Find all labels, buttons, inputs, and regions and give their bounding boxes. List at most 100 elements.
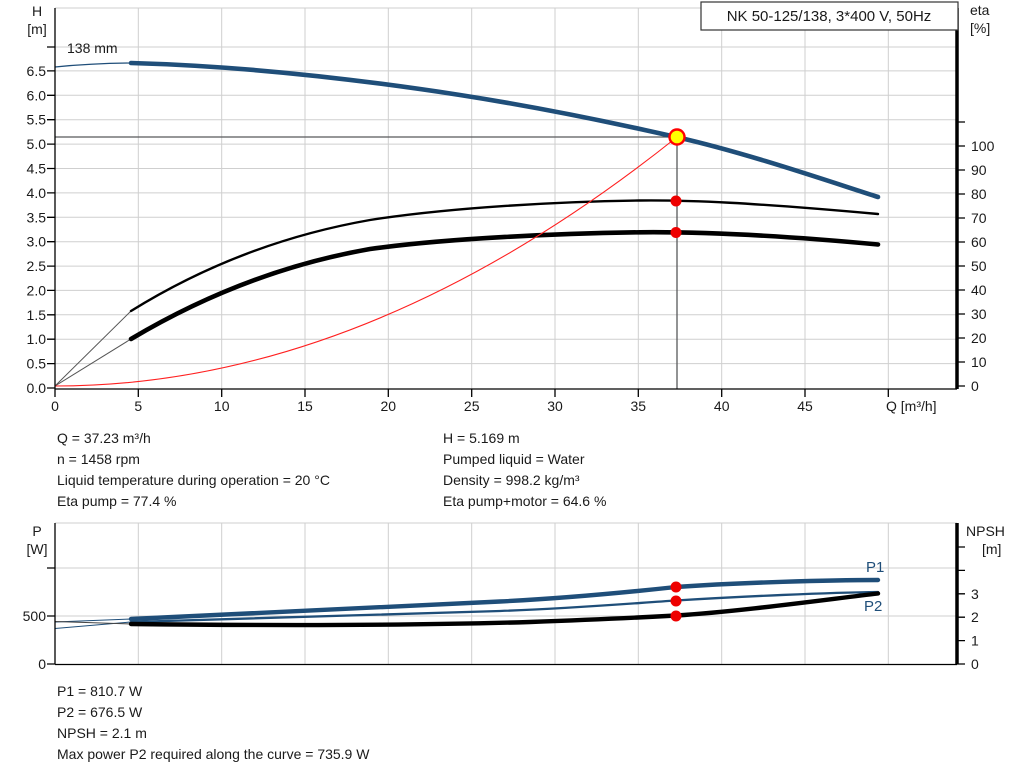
h-axis-ticks bbox=[47, 46, 55, 389]
h-curve bbox=[128, 60, 881, 200]
eta-tick-label: 100 bbox=[971, 138, 995, 154]
qh-gridlines-vertical bbox=[137, 8, 889, 389]
q-tick-label: 5 bbox=[134, 398, 142, 414]
duty-point-info: Q = 37.23 m³/h n = 1458 rpm Liquid tempe… bbox=[57, 430, 606, 509]
eta-axis-ticks bbox=[957, 121, 965, 387]
npsh-tick-label: 0 bbox=[971, 656, 979, 672]
eta-tick-label: 50 bbox=[971, 258, 987, 274]
h-tick-label: 4.0 bbox=[27, 185, 47, 201]
npsh-axis-title: NPSH bbox=[966, 523, 1005, 539]
info-line-density: Density = 998.2 kg/m³ bbox=[443, 472, 580, 488]
pump-title: NK 50-125/138, 3*400 V, 50Hz bbox=[727, 8, 932, 25]
eta-pump-motor-curve-thin-segment bbox=[54, 338, 132, 387]
eta-axis-unit: [%] bbox=[970, 20, 990, 36]
q-axis-ticks bbox=[54, 389, 889, 397]
power-npsh-chart: 0 500 0 1 2 3 P [W] NPSH [m] P1 P2 bbox=[23, 522, 1005, 672]
h-tick-label: 0.0 bbox=[27, 380, 47, 396]
impeller-diameter-label: 138 mm bbox=[67, 40, 118, 56]
q-axis-title: Q [m³/h] bbox=[886, 398, 937, 414]
npsh-axis-ticks bbox=[957, 546, 965, 665]
p1-point bbox=[670, 581, 682, 593]
q-tick-label: 20 bbox=[381, 398, 397, 414]
qh-gridlines-horizontal bbox=[55, 7, 957, 365]
p-tick-label: 500 bbox=[23, 608, 47, 624]
h-tick-label: 5.5 bbox=[27, 112, 47, 128]
q-tick-label: 35 bbox=[631, 398, 647, 414]
eta-pump-point bbox=[670, 195, 682, 207]
eta-tick-label: 80 bbox=[971, 186, 987, 202]
qh-chart: 0.0 0.5 1.0 1.5 2.0 2.5 3.0 3.5 4.0 4.5 … bbox=[27, 1, 995, 414]
eta-tick-label: 10 bbox=[971, 354, 987, 370]
info-line-eta-pump-motor: Eta pump+motor = 64.6 % bbox=[443, 493, 606, 509]
q-tick-labels: 0 5 10 15 20 25 30 35 40 45 Q [m³/h] bbox=[51, 398, 936, 414]
eta-tick-labels: 0 10 20 30 40 50 60 70 80 90 100 bbox=[971, 138, 995, 394]
p2-curve-label: P2 bbox=[864, 598, 882, 615]
h-tick-label: 4.5 bbox=[27, 161, 47, 177]
q-tick-label: 25 bbox=[464, 398, 480, 414]
eta-pump-curve-thin-segment bbox=[54, 310, 132, 387]
q-tick-label: 0 bbox=[51, 398, 59, 414]
p-axis-unit: [W] bbox=[27, 541, 48, 557]
results-info: P1 = 810.7 W P2 = 676.5 W NPSH = 2.1 m M… bbox=[57, 683, 370, 762]
p1-curve bbox=[128, 577, 881, 622]
npsh-tick-label: 3 bbox=[971, 586, 979, 602]
p2-curve bbox=[129, 590, 880, 624]
info-line-liquid-temp: Liquid temperature during operation = 20… bbox=[57, 472, 330, 488]
result-line-npsh: NPSH = 2.1 m bbox=[57, 725, 147, 741]
info-line-eta-pump: Eta pump = 77.4 % bbox=[57, 493, 176, 509]
h-axis-title: H bbox=[32, 3, 42, 19]
q-tick-label: 15 bbox=[297, 398, 313, 414]
h-tick-label: 0.5 bbox=[27, 356, 47, 372]
duty-point-marker bbox=[668, 128, 686, 146]
system-curve bbox=[54, 136, 678, 387]
h-tick-label: 6.5 bbox=[27, 63, 47, 79]
p-axis-ticks bbox=[47, 567, 55, 665]
npsh-tick-label: 1 bbox=[971, 633, 979, 649]
h-tick-labels: 0.0 0.5 1.0 1.5 2.0 2.5 3.0 3.5 4.0 4.5 … bbox=[27, 63, 47, 396]
info-line-pumped-liquid: Pumped liquid = Water bbox=[443, 451, 585, 467]
h-tick-label: 5.0 bbox=[27, 136, 47, 152]
npsh-curve-thin-segment bbox=[54, 621, 132, 625]
q-tick-label: 45 bbox=[797, 398, 813, 414]
eta-tick-label: 30 bbox=[971, 306, 987, 322]
power-left-axis bbox=[54, 523, 957, 666]
duty-point-crosshair bbox=[55, 136, 678, 389]
h-tick-label: 2.5 bbox=[27, 258, 47, 274]
eta-tick-label: 20 bbox=[971, 330, 987, 346]
h-curve-thin-segment bbox=[54, 62, 132, 68]
info-line-n: n = 1458 rpm bbox=[57, 451, 140, 467]
result-line-p1: P1 = 810.7 W bbox=[57, 683, 143, 699]
npsh-curve bbox=[128, 591, 881, 628]
eta-tick-label: 0 bbox=[971, 378, 979, 394]
eta-pump-curve bbox=[129, 199, 880, 313]
result-line-max-power: Max power P2 required along the curve = … bbox=[57, 746, 370, 762]
eta-pump-motor-point bbox=[670, 227, 682, 238]
eta-pump-motor-curve bbox=[128, 229, 881, 342]
h-tick-label: 3.5 bbox=[27, 209, 47, 225]
h-axis-unit: [m] bbox=[27, 21, 46, 37]
q-tick-label: 30 bbox=[547, 398, 563, 414]
info-line-q: Q = 37.23 m³/h bbox=[57, 430, 151, 446]
eta-axis-title: eta bbox=[970, 2, 990, 18]
p-tick-label: 0 bbox=[38, 656, 46, 672]
eta-tick-label: 60 bbox=[971, 234, 987, 250]
p-axis-title: P bbox=[32, 523, 41, 539]
npsh-point bbox=[670, 610, 682, 622]
eta-tick-label: 40 bbox=[971, 282, 987, 298]
npsh-tick-label: 2 bbox=[971, 609, 979, 625]
p2-point bbox=[670, 595, 682, 607]
h-tick-label: 2.0 bbox=[27, 282, 47, 298]
npsh-axis-unit: [m] bbox=[982, 541, 1001, 557]
info-line-h: H = 5.169 m bbox=[443, 430, 520, 446]
eta-tick-label: 70 bbox=[971, 210, 987, 226]
pump-title-box bbox=[700, 1, 959, 31]
h-tick-label: 1.5 bbox=[27, 307, 47, 323]
h-tick-label: 1.0 bbox=[27, 331, 47, 347]
p1-curve-label: P1 bbox=[866, 559, 884, 576]
power-gridlines-vertical bbox=[137, 523, 889, 665]
result-line-p2: P2 = 676.5 W bbox=[57, 704, 143, 720]
h-tick-label: 6.0 bbox=[27, 87, 47, 103]
eta-tick-label: 90 bbox=[971, 162, 987, 178]
